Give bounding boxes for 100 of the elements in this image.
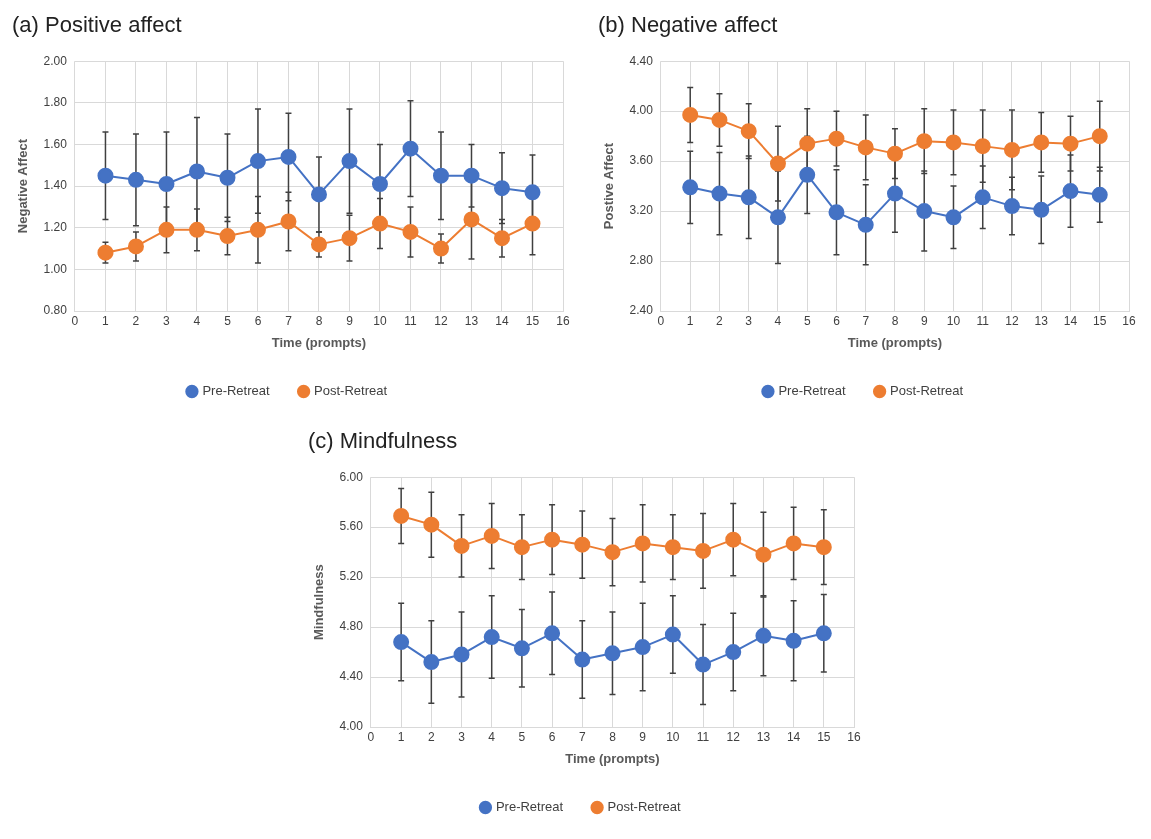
x-tick-label: 14 xyxy=(1063,313,1078,328)
y-tick-label: 4.00 xyxy=(629,103,654,118)
point xyxy=(857,216,874,233)
y-tick-label: 2.80 xyxy=(629,253,654,268)
point xyxy=(740,123,757,140)
y-tick-label: 5.60 xyxy=(339,519,364,534)
x-tick-label: 6 xyxy=(833,313,841,328)
y-tick-label: 2.40 xyxy=(629,303,654,318)
x-tick-label: 15 xyxy=(817,729,831,744)
point xyxy=(280,213,297,230)
point xyxy=(574,651,591,668)
x-tick-label: 16 xyxy=(556,313,570,328)
point xyxy=(188,163,205,180)
y-tick-label: 1.20 xyxy=(43,220,68,235)
x-tick-label: 1 xyxy=(397,729,405,744)
legend-label: Post-Retreat xyxy=(607,799,681,815)
point xyxy=(725,644,742,661)
point xyxy=(1033,134,1050,151)
point xyxy=(341,230,358,247)
y-tick-label: 3.60 xyxy=(629,153,654,168)
x-axis-title: Time (prompts) xyxy=(271,334,367,350)
x-tick-label: 16 xyxy=(847,729,861,744)
x-tick-label: 4 xyxy=(488,729,496,744)
point xyxy=(695,656,712,673)
point xyxy=(402,223,419,240)
point xyxy=(513,539,530,556)
point xyxy=(402,140,419,157)
x-tick-label: 2 xyxy=(132,313,140,328)
x-tick-label: 4 xyxy=(774,313,782,328)
y-tick-label: 5.20 xyxy=(339,569,364,584)
point xyxy=(524,215,541,232)
point xyxy=(634,639,651,656)
x-tick-label: 10 xyxy=(946,313,961,328)
point xyxy=(341,153,358,170)
point xyxy=(769,155,786,172)
point xyxy=(682,179,699,196)
point xyxy=(755,546,772,563)
legend-label: Pre-Retreat xyxy=(202,383,270,399)
legend-label: Post-Retreat xyxy=(314,383,388,399)
point xyxy=(432,240,449,257)
point xyxy=(916,133,933,150)
point xyxy=(310,186,327,203)
y-axis-title: Negative Affect xyxy=(15,138,31,234)
point xyxy=(483,629,500,646)
point xyxy=(423,654,440,671)
point xyxy=(740,189,757,206)
point xyxy=(916,203,933,220)
point xyxy=(127,238,144,255)
point xyxy=(711,111,728,128)
point xyxy=(463,211,480,228)
point xyxy=(249,221,266,238)
point xyxy=(513,640,530,657)
point xyxy=(974,189,991,206)
point xyxy=(463,167,480,184)
x-axis-title: Time (prompts) xyxy=(565,750,660,766)
point xyxy=(544,531,561,548)
legend-label: Pre-Retreat xyxy=(778,383,846,399)
point xyxy=(97,244,114,261)
x-tick-label: 9 xyxy=(346,313,354,328)
point xyxy=(483,527,500,544)
y-tick-label: 0.80 xyxy=(43,303,68,318)
y-tick-label: 4.00 xyxy=(339,719,364,734)
point xyxy=(453,537,470,554)
x-tick-label: 0 xyxy=(71,313,79,328)
x-tick-label: 3 xyxy=(745,313,753,328)
y-tick-label: 3.20 xyxy=(629,203,654,218)
legend-label: Post-Retreat xyxy=(890,383,964,399)
x-tick-label: 12 xyxy=(434,313,448,328)
point xyxy=(945,209,962,226)
x-tick-label: 5 xyxy=(518,729,526,744)
x-tick-label: 3 xyxy=(163,313,171,328)
point xyxy=(725,531,742,548)
point xyxy=(604,544,621,561)
point xyxy=(1033,201,1050,218)
y-tick-label: 1.40 xyxy=(43,178,68,193)
y-tick-label: 4.40 xyxy=(339,669,364,684)
x-tick-label: 12 xyxy=(726,729,741,744)
x-tick-label: 9 xyxy=(639,729,647,744)
point xyxy=(97,167,114,184)
point xyxy=(432,167,449,184)
point xyxy=(1091,186,1108,203)
legend-label: Pre-Retreat xyxy=(495,799,564,815)
x-tick-label: 1 xyxy=(102,313,110,328)
point xyxy=(219,228,236,245)
point xyxy=(493,230,510,247)
point xyxy=(249,153,266,170)
point xyxy=(664,626,681,643)
point xyxy=(682,106,699,123)
point xyxy=(785,632,802,649)
x-tick-label: 10 xyxy=(373,313,387,328)
x-tick-label: 6 xyxy=(548,729,556,744)
point xyxy=(544,625,561,642)
x-tick-label: 14 xyxy=(786,729,801,744)
point xyxy=(799,135,816,152)
x-tick-label: 11 xyxy=(404,313,418,328)
x-tick-label: 1 xyxy=(686,313,694,328)
point xyxy=(695,542,712,559)
point xyxy=(524,184,541,201)
point xyxy=(423,516,440,533)
y-tick-label: 1.80 xyxy=(43,95,68,110)
